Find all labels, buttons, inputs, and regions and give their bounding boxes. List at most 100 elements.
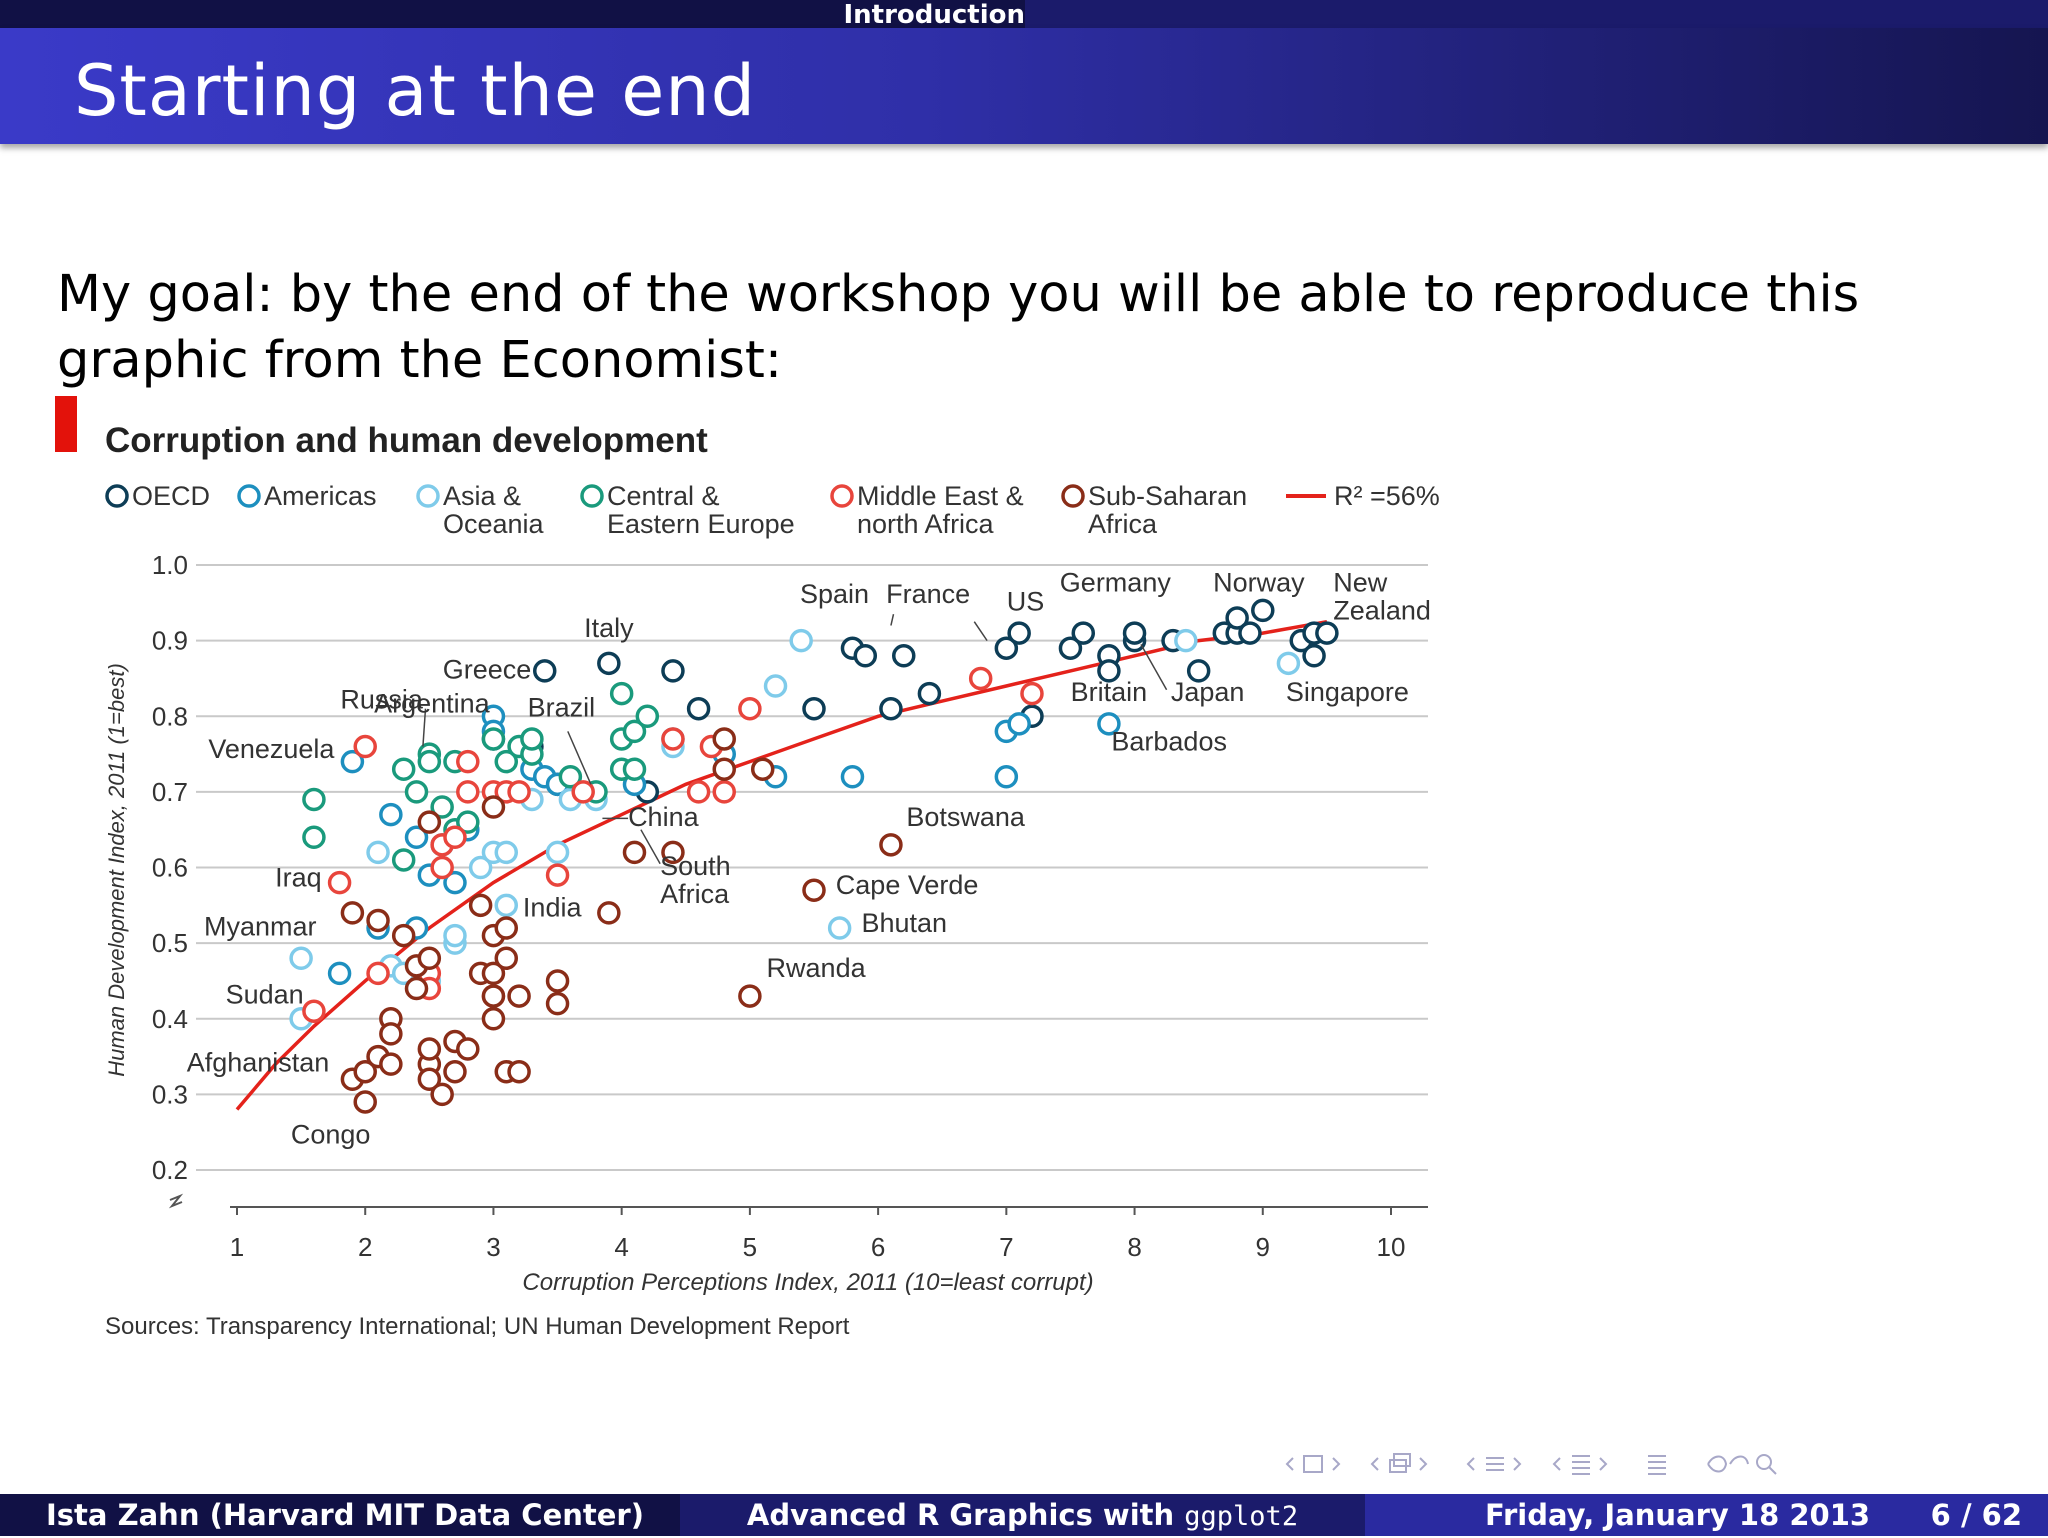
point <box>366 916 390 940</box>
nav-document-icon[interactable] <box>1552 1455 1608 1475</box>
legend-label: Sub-Saharan <box>1088 481 1247 511</box>
nav-appendix-icon[interactable] <box>1648 1455 1666 1475</box>
point <box>558 765 583 789</box>
point <box>391 961 416 986</box>
point <box>468 961 493 986</box>
point <box>327 961 352 986</box>
country-label: South <box>660 851 731 881</box>
country-label: Brazil <box>528 692 596 722</box>
point <box>494 893 519 918</box>
chart-title: Corruption and human development <box>105 421 708 460</box>
point <box>366 840 390 865</box>
point <box>417 863 442 887</box>
point <box>545 991 570 1016</box>
point <box>404 976 429 1001</box>
point <box>840 765 865 789</box>
point <box>494 780 519 804</box>
annotation-leader <box>567 731 592 785</box>
country-label: Iraq <box>275 862 322 892</box>
point <box>430 795 454 819</box>
country-label: Cape Verde <box>836 870 979 900</box>
point <box>802 696 826 721</box>
y-tick-label: 0.4 <box>152 1004 188 1034</box>
point <box>417 810 442 834</box>
y-tick-label: 0.8 <box>152 701 188 731</box>
point <box>763 674 788 698</box>
point <box>1097 712 1121 736</box>
nav-search-icon[interactable] <box>1707 1454 1777 1475</box>
point <box>917 681 942 706</box>
country-label: Spain <box>800 579 869 609</box>
point <box>712 727 736 751</box>
point <box>443 1059 467 1084</box>
beamer-nav-controls <box>1285 1453 1777 1475</box>
point <box>789 628 813 653</box>
section-nav-introduction[interactable]: Introduction <box>843 0 1025 30</box>
point <box>302 999 326 1023</box>
x-tick-label: 7 <box>999 1232 1013 1262</box>
point <box>340 901 365 925</box>
point <box>1225 606 1249 630</box>
point <box>1020 681 1044 706</box>
point <box>1097 644 1121 668</box>
point <box>456 810 480 834</box>
country-label: Afghanistan <box>187 1048 330 1078</box>
y-tick-label: 0.9 <box>152 626 188 656</box>
point <box>738 984 762 1008</box>
x-tick-label: 8 <box>1127 1232 1141 1262</box>
legend-label: OECD <box>132 481 210 511</box>
country-label: Norway <box>1213 567 1305 597</box>
point <box>417 1067 442 1091</box>
point <box>468 893 493 918</box>
point <box>827 916 852 940</box>
point <box>481 727 506 751</box>
point <box>661 727 685 751</box>
country-label: Italy <box>584 613 634 643</box>
country-label: Argentina <box>374 688 491 718</box>
point <box>532 659 557 683</box>
point <box>379 802 403 827</box>
country-label: Zealand <box>1333 595 1431 625</box>
point <box>353 1059 377 1084</box>
country-label: Africa <box>660 879 730 909</box>
point <box>417 742 442 766</box>
point <box>520 742 544 766</box>
point <box>520 757 544 781</box>
point <box>302 787 326 812</box>
point <box>661 734 685 759</box>
country-label: Congo <box>291 1120 371 1150</box>
chart-grid: 1.0 0.9 0.8 0.7 0.6 0.5 0.4 0.3 0.2 1 2 3 4 5 6 7 8 9 10 <box>152 550 1428 1262</box>
country-label: Barbados <box>1111 726 1227 756</box>
point <box>1186 659 1211 683</box>
point <box>481 1007 506 1031</box>
section-nav-bar: Introduction <box>0 0 2048 30</box>
point <box>430 1082 454 1107</box>
point <box>661 727 685 751</box>
point <box>417 976 442 1001</box>
point <box>545 840 570 865</box>
annotation-leader <box>1140 644 1168 691</box>
data-points <box>289 598 1339 1114</box>
nav-frame-icon[interactable] <box>1285 1455 1341 1473</box>
country-label: Greece <box>443 654 532 684</box>
point <box>1225 621 1249 645</box>
point <box>481 840 506 865</box>
legend-label: north Africa <box>857 509 995 539</box>
point <box>417 961 442 986</box>
nav-subsection-icon[interactable] <box>1370 1453 1428 1473</box>
point <box>738 696 762 721</box>
point <box>404 954 429 978</box>
point <box>558 787 583 812</box>
point <box>622 840 647 865</box>
legend-label: Americas <box>264 481 377 511</box>
trend-line <box>235 619 1328 1111</box>
country-label: Japan <box>1171 677 1245 707</box>
country-label: Sudan <box>226 980 304 1010</box>
point <box>1212 621 1237 645</box>
country-label: New <box>1333 567 1388 597</box>
point <box>430 833 454 857</box>
section-nav-left <box>0 0 1025 28</box>
nav-section-icon[interactable] <box>1466 1457 1522 1471</box>
point <box>481 727 506 751</box>
point <box>289 1007 313 1031</box>
